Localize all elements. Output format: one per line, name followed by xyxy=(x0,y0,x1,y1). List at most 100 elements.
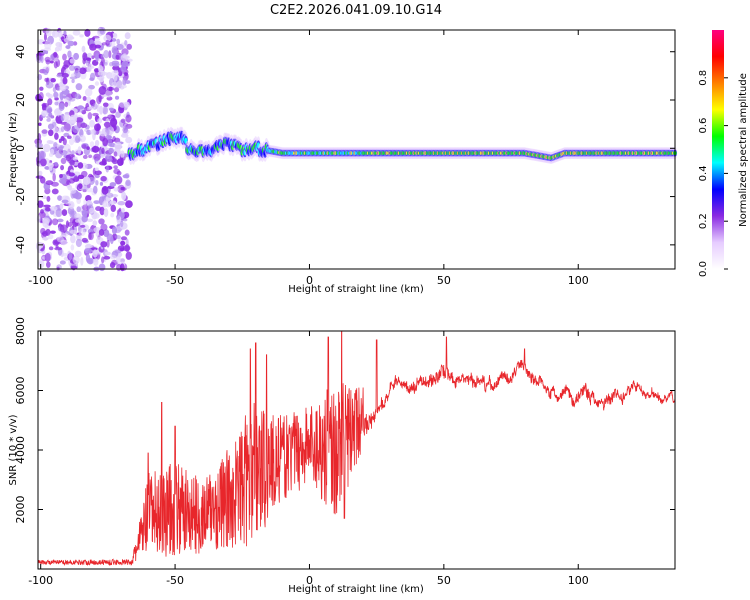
noise-speckle xyxy=(95,179,99,186)
noise-speckle xyxy=(111,81,118,88)
noise-speckle xyxy=(81,144,87,149)
noise-speckle xyxy=(114,175,123,185)
noise-speckle xyxy=(89,43,97,51)
noise-speckle xyxy=(54,46,60,52)
noise-speckle xyxy=(61,252,68,257)
noise-speckle xyxy=(99,181,104,186)
noise-speckle xyxy=(45,81,54,89)
noise-speckle xyxy=(53,91,59,99)
spectrogram-frame xyxy=(37,29,676,270)
noise-speckle xyxy=(116,170,122,176)
noise-speckle xyxy=(75,135,81,144)
noise-speckle xyxy=(52,30,59,38)
noise-speckle xyxy=(98,263,106,272)
noise-speckle xyxy=(56,73,64,78)
noise-speckle xyxy=(57,29,63,38)
noise-speckle xyxy=(40,209,44,214)
noise-speckle xyxy=(103,255,111,260)
noise-speckle xyxy=(109,254,117,260)
noise-speckle xyxy=(59,173,63,179)
noise-speckle xyxy=(67,184,73,191)
spectrogram-panel: -100 -50 0 50 100 -40 -20 0 20 40 Height of stra… xyxy=(8,26,678,295)
noise-speckle xyxy=(67,40,75,47)
noise-speckle xyxy=(75,234,82,239)
noise-speckle xyxy=(69,210,75,218)
noise-speckle xyxy=(94,170,102,176)
noise-speckle xyxy=(76,206,81,213)
noise-speckle xyxy=(120,54,128,62)
noise-speckle xyxy=(82,154,88,160)
noise-speckle xyxy=(67,222,73,228)
noise-speckle xyxy=(61,209,68,217)
noise-speckle xyxy=(103,208,109,218)
noise-speckle xyxy=(105,165,110,173)
noise-speckle xyxy=(80,122,88,129)
noise-speckle xyxy=(116,214,121,220)
snr-series-line xyxy=(37,330,676,567)
noise-speckle xyxy=(92,112,99,117)
noise-speckle xyxy=(112,33,118,38)
noise-speckle xyxy=(91,145,100,153)
noise-speckle xyxy=(113,187,119,192)
noise-speckle xyxy=(79,134,86,143)
spectrogram-x-ticks: -100 -50 0 50 100 xyxy=(28,30,589,287)
noise-speckle xyxy=(123,101,130,108)
noise-speckle xyxy=(68,137,75,146)
noise-speckle xyxy=(69,229,78,235)
noise-speckle xyxy=(102,106,109,115)
noise-speckle xyxy=(120,65,127,73)
noise-speckle xyxy=(106,86,115,92)
noise-speckle xyxy=(98,218,105,225)
noise-speckle xyxy=(103,121,111,128)
noise-speckle xyxy=(68,252,73,261)
noise-speckle xyxy=(72,30,81,36)
noise-speckle xyxy=(50,77,56,83)
noise-speckle xyxy=(120,220,124,228)
noise-speckle xyxy=(51,218,59,226)
spectrogram-content xyxy=(34,26,678,272)
noise-speckle xyxy=(117,201,126,206)
noise-speckle xyxy=(120,240,126,246)
noise-speckle xyxy=(48,166,53,171)
noise-speckle xyxy=(73,52,80,60)
noise-speckle xyxy=(60,126,65,133)
noise-speckle xyxy=(113,87,120,93)
noise-speckle xyxy=(38,122,42,127)
noise-speckle xyxy=(84,88,93,97)
noise-speckle xyxy=(124,229,130,236)
noise-speckle xyxy=(86,146,90,150)
noise-speckle xyxy=(45,59,51,65)
noise-speckle xyxy=(95,230,100,237)
noise-speckle xyxy=(42,236,49,241)
noise-speckle xyxy=(75,238,82,248)
noise-speckle xyxy=(78,228,86,237)
snr-x-label: Height of straight line (km) xyxy=(288,584,424,595)
noise-speckle xyxy=(49,230,56,234)
noise-speckle xyxy=(66,135,72,139)
noise-speckle xyxy=(85,57,92,61)
noise-speckle xyxy=(116,38,121,45)
noise-speckle xyxy=(103,34,112,42)
colorbar-tick-label: 0.8 xyxy=(698,70,709,86)
y-tick-label: 6000 xyxy=(14,377,27,405)
noise-speckle xyxy=(116,255,121,264)
noise-speckle xyxy=(121,207,125,213)
noise-speckle xyxy=(68,177,76,184)
noise-speckle xyxy=(43,69,49,76)
noise-speckle xyxy=(99,76,104,83)
noise-speckle xyxy=(68,97,76,102)
noise-speckle xyxy=(92,212,100,219)
noise-speckle xyxy=(101,185,109,195)
noise-speckle xyxy=(59,224,68,233)
x-tick-label: 100 xyxy=(568,574,589,587)
noise-speckle xyxy=(80,256,84,266)
noise-speckle xyxy=(114,142,122,151)
noise-speckle xyxy=(84,248,93,254)
noise-speckle xyxy=(74,149,81,154)
noise-speckle xyxy=(74,250,82,258)
noise-speckle xyxy=(119,247,125,252)
noise-speckle xyxy=(115,111,121,118)
noise-speckle xyxy=(60,157,67,165)
noise-speckle xyxy=(84,244,93,249)
